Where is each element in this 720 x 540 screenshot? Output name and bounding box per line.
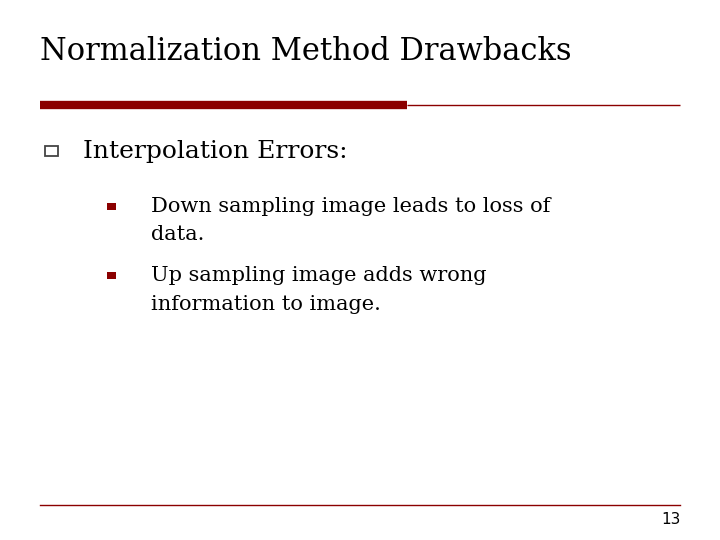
Text: Normalization Method Drawbacks: Normalization Method Drawbacks [40, 37, 571, 68]
Text: Down sampling image leads to loss of: Down sampling image leads to loss of [151, 197, 551, 216]
Text: data.: data. [151, 225, 204, 245]
FancyBboxPatch shape [107, 202, 117, 210]
Text: information to image.: information to image. [151, 294, 381, 314]
FancyBboxPatch shape [107, 272, 117, 279]
Text: Interpolation Errors:: Interpolation Errors: [83, 140, 348, 163]
Text: 13: 13 [661, 511, 680, 526]
Text: Up sampling image adds wrong: Up sampling image adds wrong [151, 266, 487, 285]
